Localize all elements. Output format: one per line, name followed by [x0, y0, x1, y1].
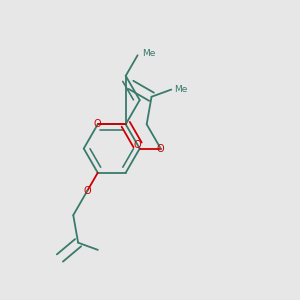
- Text: O: O: [134, 140, 141, 150]
- Text: O: O: [157, 143, 164, 154]
- Text: O: O: [83, 186, 91, 196]
- Text: Me: Me: [142, 49, 155, 58]
- Text: O: O: [94, 119, 101, 129]
- Text: Me: Me: [174, 85, 188, 94]
